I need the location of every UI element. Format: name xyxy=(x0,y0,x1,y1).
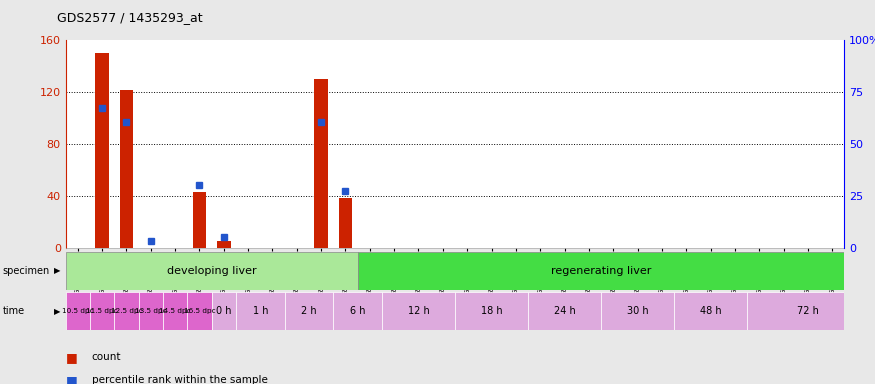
Text: 10.5 dpc: 10.5 dpc xyxy=(62,308,94,314)
Bar xyxy=(120,89,133,248)
Text: ▶: ▶ xyxy=(53,266,60,275)
Bar xyxy=(601,292,674,330)
Text: ▶: ▶ xyxy=(53,306,60,316)
Text: specimen: specimen xyxy=(3,266,50,276)
Text: regenerating liver: regenerating liver xyxy=(551,266,651,276)
Bar xyxy=(138,292,163,330)
Bar xyxy=(115,292,138,330)
Bar xyxy=(90,292,115,330)
Text: 16.5 dpc: 16.5 dpc xyxy=(184,308,215,314)
Bar xyxy=(528,292,601,330)
Bar xyxy=(455,292,528,330)
Bar xyxy=(284,292,333,330)
Text: 48 h: 48 h xyxy=(700,306,721,316)
Bar xyxy=(358,252,844,290)
Bar xyxy=(674,292,747,330)
Text: 0 h: 0 h xyxy=(216,306,232,316)
Bar xyxy=(382,292,455,330)
Bar xyxy=(66,292,90,330)
Text: 13.5 dpc: 13.5 dpc xyxy=(135,308,166,314)
Bar xyxy=(333,292,382,330)
Bar xyxy=(95,53,108,248)
Text: GDS2577 / 1435293_at: GDS2577 / 1435293_at xyxy=(57,12,202,25)
Text: 30 h: 30 h xyxy=(626,306,648,316)
Text: 14.5 dpc: 14.5 dpc xyxy=(159,308,191,314)
Text: 24 h: 24 h xyxy=(554,306,576,316)
Text: 1 h: 1 h xyxy=(253,306,268,316)
Text: percentile rank within the sample: percentile rank within the sample xyxy=(92,375,268,384)
Text: 12 h: 12 h xyxy=(408,306,430,316)
Bar xyxy=(236,292,284,330)
Text: 72 h: 72 h xyxy=(797,306,819,316)
Bar xyxy=(66,252,358,290)
Text: time: time xyxy=(3,306,24,316)
Text: 12.5 dpc: 12.5 dpc xyxy=(110,308,143,314)
Bar xyxy=(192,192,206,248)
Bar xyxy=(314,79,328,248)
Bar xyxy=(747,292,869,330)
Text: 6 h: 6 h xyxy=(350,306,366,316)
Bar xyxy=(187,292,212,330)
Text: ■: ■ xyxy=(66,374,77,384)
Text: count: count xyxy=(92,352,122,362)
Bar xyxy=(217,241,230,248)
Text: 18 h: 18 h xyxy=(480,306,502,316)
Text: developing liver: developing liver xyxy=(167,266,256,276)
Bar xyxy=(339,199,352,248)
Text: 2 h: 2 h xyxy=(301,306,317,316)
Text: ■: ■ xyxy=(66,351,77,364)
Bar xyxy=(212,292,236,330)
Text: 11.5 dpc: 11.5 dpc xyxy=(87,308,118,314)
Bar xyxy=(163,292,187,330)
